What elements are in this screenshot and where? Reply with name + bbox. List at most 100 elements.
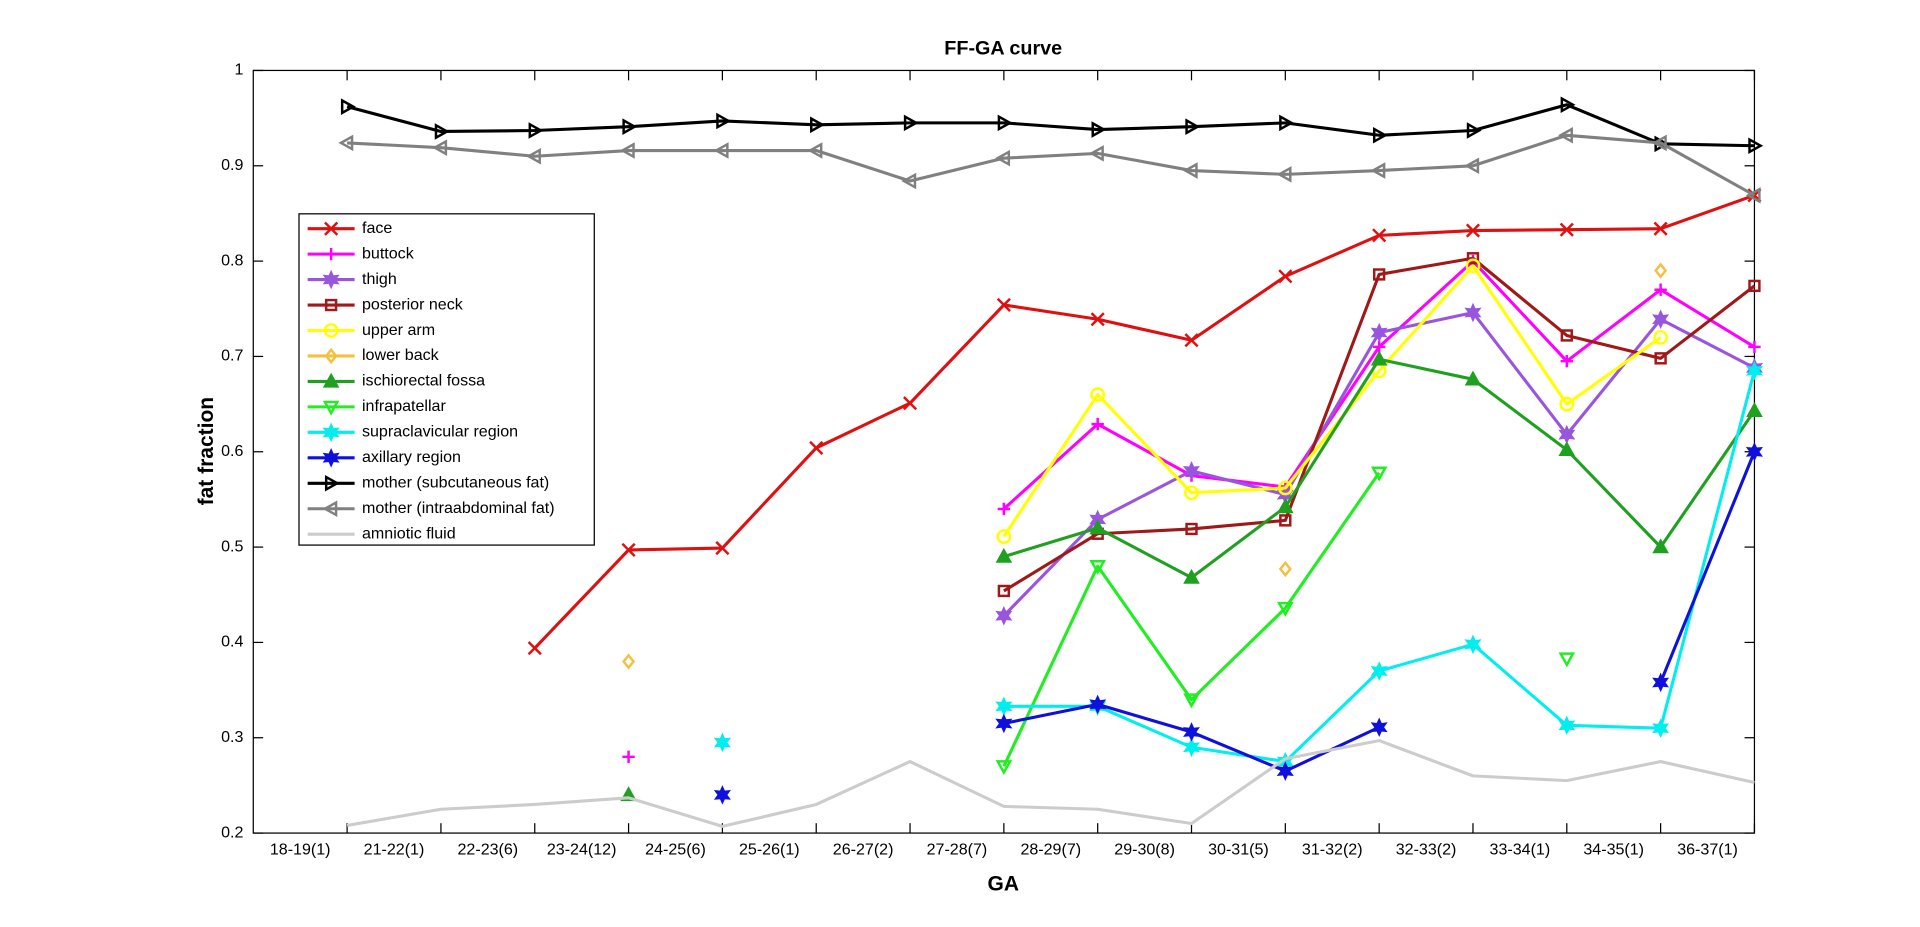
series-line — [1002, 264, 1662, 538]
legend-label: axillary region — [362, 448, 461, 466]
marker — [809, 440, 824, 455]
marker — [996, 297, 1011, 313]
marker — [1091, 121, 1107, 138]
marker — [324, 474, 340, 492]
y-tick-label: 0.5 — [221, 537, 243, 555]
marker — [1090, 387, 1106, 402]
legend-label: upper arm — [362, 321, 435, 339]
marker — [1746, 402, 1763, 417]
marker — [713, 785, 731, 805]
marker — [1653, 329, 1669, 345]
marker — [1184, 485, 1199, 501]
legend-box — [298, 213, 595, 546]
marker — [995, 547, 1013, 563]
marker — [434, 123, 450, 140]
x-tick-label: 30-31(5) — [1208, 841, 1269, 859]
legend-label: infrapatellar — [362, 397, 446, 415]
marker — [1560, 355, 1573, 368]
marker — [1184, 333, 1199, 348]
y-tick-label: 1 — [234, 61, 243, 79]
y-tick-label: 0.3 — [221, 728, 243, 746]
marker — [1745, 187, 1761, 204]
marker — [1558, 652, 1576, 668]
x-tick-label: 18-19(1) — [270, 841, 331, 859]
y-axis-label: fat fraction — [195, 397, 218, 506]
marker — [1370, 350, 1388, 366]
marker — [1651, 134, 1667, 152]
chart-title: FF-GA curve — [944, 38, 1062, 60]
marker — [622, 653, 636, 670]
legend-label: supraclavicular region — [362, 423, 518, 441]
marker — [622, 118, 638, 135]
marker — [1559, 222, 1574, 237]
series-line — [347, 133, 1756, 197]
marker — [1370, 162, 1386, 179]
marker — [322, 269, 340, 290]
marker — [1276, 166, 1292, 183]
marker — [1370, 717, 1388, 737]
marker — [995, 149, 1011, 167]
series-line — [346, 103, 1755, 148]
marker — [901, 172, 917, 190]
marker — [619, 142, 635, 159]
marker — [1652, 538, 1669, 554]
marker — [338, 134, 354, 152]
marker — [1185, 522, 1198, 536]
marker — [810, 116, 825, 134]
x-tick-label: 21-22(1) — [364, 841, 425, 859]
marker — [996, 529, 1012, 545]
marker — [1277, 498, 1294, 514]
marker — [807, 142, 823, 159]
legend-label: thigh — [362, 270, 397, 288]
y-tick-label: 0.8 — [221, 251, 243, 269]
marker — [995, 696, 1013, 717]
marker — [1090, 312, 1105, 327]
marker — [995, 713, 1013, 734]
marker — [340, 98, 356, 115]
marker — [1276, 761, 1294, 781]
marker — [322, 448, 340, 468]
marker — [1652, 672, 1670, 693]
y-tick-label: 0.6 — [221, 442, 243, 460]
marker — [1654, 352, 1667, 365]
legend-label: face — [362, 219, 392, 237]
marker — [1559, 396, 1575, 412]
marker — [323, 323, 339, 338]
marker — [1182, 460, 1200, 481]
x-tick-label: 27-28(7) — [927, 841, 988, 859]
marker — [715, 540, 730, 556]
marker — [902, 396, 918, 411]
marker — [322, 500, 338, 518]
marker — [1182, 737, 1200, 758]
x-tick-label: 25-26(1) — [739, 841, 800, 859]
legend-label: ischiorectal fossa — [362, 372, 485, 390]
x-tick-label: 33-34(1) — [1490, 841, 1551, 859]
marker — [1372, 228, 1387, 243]
x-tick-label: 36-37(1) — [1677, 841, 1738, 859]
legend-label: buttock — [362, 244, 415, 262]
marker — [1466, 122, 1482, 139]
x-tick-label: 22-23(6) — [458, 841, 519, 859]
marker — [1748, 137, 1764, 155]
marker — [322, 400, 340, 416]
marker — [1089, 694, 1107, 715]
marker — [622, 750, 635, 763]
legend-label: lower back — [362, 346, 440, 364]
marker — [1464, 370, 1482, 386]
marker — [1745, 441, 1763, 462]
marker — [1464, 634, 1482, 655]
marker — [1185, 118, 1201, 135]
y-tick-label: 0.2 — [221, 823, 243, 841]
marker — [1652, 309, 1670, 330]
x-axis-label: GA — [987, 873, 1018, 896]
legend-label: mother (intraabdominal fat) — [362, 499, 555, 517]
marker — [1183, 568, 1200, 584]
marker — [1465, 258, 1481, 274]
marker — [1278, 560, 1292, 578]
marker — [997, 502, 1011, 516]
marker — [1466, 252, 1480, 265]
marker — [1089, 559, 1106, 575]
marker — [1654, 262, 1668, 279]
series-line — [1002, 471, 1381, 767]
marker — [1370, 322, 1388, 343]
